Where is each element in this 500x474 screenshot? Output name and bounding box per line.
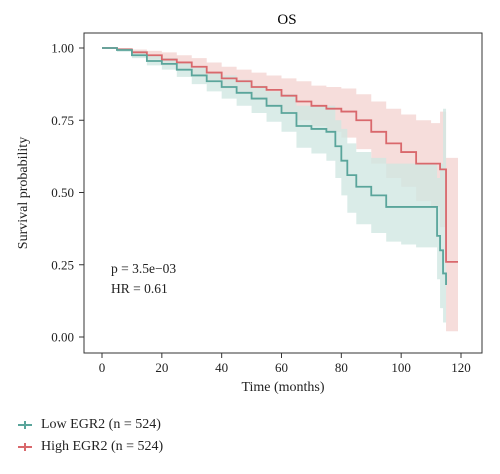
legend-swatch-high: [18, 440, 32, 454]
x-tick-label: 60: [275, 360, 288, 375]
legend-tick-low: [24, 421, 26, 429]
hazard-ratio-annotation: HR = 0.61: [111, 281, 168, 296]
x-axis-title: Time (months): [241, 380, 324, 395]
legend-item-low: Low EGR2 (n = 524): [18, 414, 163, 436]
x-tick-label: 80: [335, 360, 348, 375]
axis-ticks: 0 20 40 60 80 100 120 0.00 0.25 0.50 0.75 1.00: [51, 41, 471, 376]
survival-curve-low: [102, 47, 447, 285]
p-value-annotation: p = 3.5e−03: [111, 261, 176, 276]
confidence-bands: [102, 48, 459, 332]
confidence-band-low: [102, 48, 447, 323]
legend: Low EGR2 (n = 524) High EGR2 (n = 524): [18, 414, 163, 458]
legend-tick-high: [24, 443, 26, 451]
x-tick-label: 20: [155, 360, 168, 375]
x-tick-label: 100: [391, 360, 411, 375]
x-tick-label: 120: [451, 360, 471, 375]
y-tick-label: 1.00: [51, 41, 74, 56]
legend-label-high: High EGR2 (n = 524): [41, 439, 164, 454]
legend-label-low: Low EGR2 (n = 524): [41, 417, 161, 432]
chart-title: OS: [277, 12, 296, 28]
x-tick-label: 40: [215, 360, 228, 375]
legend-item-high: High EGR2 (n = 524): [18, 436, 163, 458]
x-tick-label: 0: [99, 360, 106, 375]
y-tick-label: 0.00: [51, 330, 74, 345]
y-tick-label: 0.25: [51, 257, 74, 272]
survival-curves: [102, 47, 459, 285]
survival-curve-high: [102, 47, 459, 263]
legend-swatch-low: [18, 418, 32, 432]
y-tick-label: 0.75: [51, 113, 74, 128]
y-axis-title: Survival probability: [16, 137, 31, 249]
confidence-band-high: [102, 48, 459, 332]
y-tick-label: 0.50: [51, 185, 74, 200]
